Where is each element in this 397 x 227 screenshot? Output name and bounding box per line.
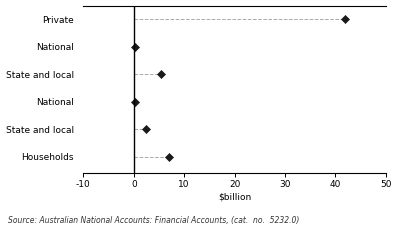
Text: Source: Australian National Accounts: Financial Accounts, (cat.  no.  5232.0): Source: Australian National Accounts: Fi… xyxy=(8,216,299,225)
X-axis label: $billion: $billion xyxy=(218,192,251,201)
